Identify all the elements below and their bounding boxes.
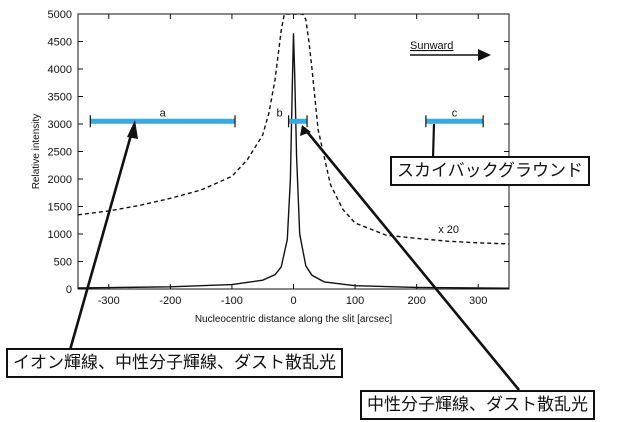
region-label-a: a [160,107,167,119]
y-tick-label: 0 [66,284,72,296]
callout-neutral-emission: 中性分子輝線、ダスト散乱光 [360,390,595,420]
y-axis-label: Relative intensity [31,114,42,190]
region-label-b: b [277,107,283,119]
y-tick-label: 1000 [48,229,72,241]
x-tick-label: -100 [221,295,243,307]
sunward-arrow-head [478,49,491,61]
callout-sky-background: スカイバックグラウンド [390,156,590,186]
x-tick-label: -200 [159,295,181,307]
pointer-neutral-head [300,125,311,136]
x-tick-label: -300 [98,295,120,307]
plot-layer: 0500100015002000250030003500400045005000… [31,9,510,325]
x-tick-label: 200 [407,295,425,307]
pointer-neutral [302,127,521,391]
y-tick-label: 4500 [48,37,72,49]
region-label-c: c [452,107,458,119]
y-tick-label: 3500 [48,92,72,104]
y-tick-label: 5000 [48,9,72,21]
pointer-ion [68,127,135,351]
y-tick-label: 1500 [48,202,72,214]
pointer-sky [431,123,436,159]
series-line-raw [78,33,509,289]
pointer-ion-head [127,120,138,139]
y-tick-label: 3000 [48,119,72,131]
callout-ion-emission: イオン輝線、中性分子輝線、ダスト散乱光 [6,348,343,378]
y-tick-label: 500 [54,257,72,269]
series-annotation-x20: x 20 [438,224,459,236]
y-tick-label: 2500 [48,147,72,159]
y-tick-label: 2000 [48,174,72,186]
x-tick-label: 0 [290,295,296,307]
x-tick-label: 300 [469,295,487,307]
x-tick-label: 100 [346,295,364,307]
sunward-label: Sunward [410,40,453,52]
x-axis-label: Nucleocentric distance along the slit [a… [195,314,393,325]
y-tick-label: 4000 [48,64,72,76]
annotation-layer [68,120,521,391]
